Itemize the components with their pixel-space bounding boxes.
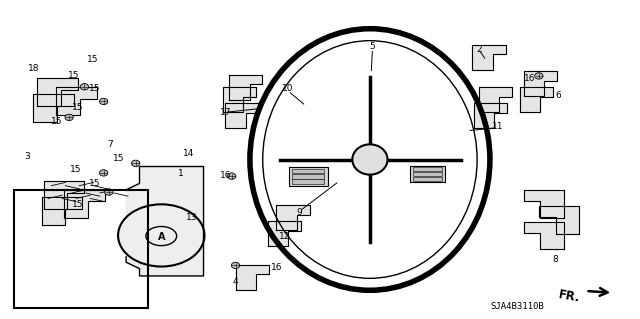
Bar xyxy=(413,167,442,171)
Ellipse shape xyxy=(352,144,388,175)
Polygon shape xyxy=(64,190,104,218)
Bar xyxy=(292,179,324,184)
Text: SJA4B3110B: SJA4B3110B xyxy=(490,302,544,311)
Ellipse shape xyxy=(100,170,108,176)
Text: 1: 1 xyxy=(179,169,184,178)
Text: 15: 15 xyxy=(72,200,84,209)
Text: 14: 14 xyxy=(183,149,195,158)
Ellipse shape xyxy=(100,98,108,105)
Text: 16: 16 xyxy=(271,263,282,272)
Text: 3: 3 xyxy=(24,152,29,161)
Text: 10: 10 xyxy=(282,84,294,93)
Polygon shape xyxy=(520,87,553,112)
Text: 7: 7 xyxy=(108,140,113,149)
Polygon shape xyxy=(539,206,579,234)
Polygon shape xyxy=(524,222,564,249)
Ellipse shape xyxy=(232,262,239,269)
Text: 15: 15 xyxy=(51,117,62,126)
Bar xyxy=(413,172,442,176)
Text: 16: 16 xyxy=(220,171,231,180)
Bar xyxy=(413,177,442,181)
Bar xyxy=(289,167,328,186)
Polygon shape xyxy=(33,94,74,122)
Text: 5: 5 xyxy=(370,42,375,51)
Polygon shape xyxy=(474,103,507,128)
Polygon shape xyxy=(42,197,82,225)
Text: 15: 15 xyxy=(70,165,81,174)
Text: FR.: FR. xyxy=(557,288,581,304)
Polygon shape xyxy=(37,78,77,106)
Ellipse shape xyxy=(81,84,88,90)
Text: 12: 12 xyxy=(279,232,291,241)
Ellipse shape xyxy=(118,204,205,267)
Text: 15: 15 xyxy=(89,84,100,93)
Ellipse shape xyxy=(132,160,140,167)
Text: 13: 13 xyxy=(186,213,198,222)
Ellipse shape xyxy=(535,73,543,79)
Text: 15: 15 xyxy=(113,154,124,163)
Text: 9: 9 xyxy=(297,208,302,217)
Bar xyxy=(410,166,445,182)
Polygon shape xyxy=(56,87,97,115)
Polygon shape xyxy=(44,182,84,209)
Text: 18: 18 xyxy=(28,64,39,73)
Polygon shape xyxy=(223,87,256,112)
Text: 15: 15 xyxy=(89,179,100,188)
Polygon shape xyxy=(236,265,269,290)
Ellipse shape xyxy=(228,173,236,179)
Polygon shape xyxy=(126,167,204,276)
Text: 11: 11 xyxy=(492,122,504,130)
Ellipse shape xyxy=(105,189,113,195)
Bar xyxy=(292,169,324,174)
Text: 15: 15 xyxy=(72,103,84,112)
Text: 6: 6 xyxy=(556,91,561,100)
Polygon shape xyxy=(268,221,301,246)
Text: A: A xyxy=(157,232,165,242)
Text: 15: 15 xyxy=(68,71,79,80)
Polygon shape xyxy=(229,75,262,100)
Polygon shape xyxy=(276,205,310,230)
Text: 8: 8 xyxy=(553,255,558,263)
Text: 4: 4 xyxy=(233,277,238,286)
Bar xyxy=(14,190,148,308)
Ellipse shape xyxy=(65,114,73,121)
Polygon shape xyxy=(524,71,557,96)
Text: 15: 15 xyxy=(87,56,99,64)
Polygon shape xyxy=(479,87,512,112)
Text: 17: 17 xyxy=(220,108,231,117)
Polygon shape xyxy=(524,190,564,218)
Text: 2: 2 xyxy=(476,45,481,54)
Bar xyxy=(292,174,324,179)
Text: 16: 16 xyxy=(524,74,536,83)
Polygon shape xyxy=(225,103,259,128)
Polygon shape xyxy=(472,45,506,70)
